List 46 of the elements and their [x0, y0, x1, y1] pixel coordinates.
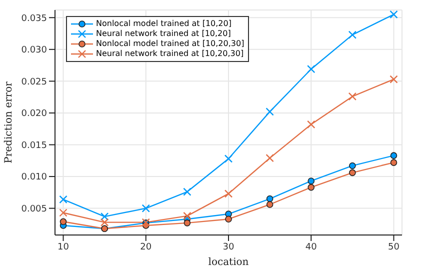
- y-tick-label: 0.015: [21, 140, 47, 151]
- point: [308, 178, 315, 184]
- legend-label: Nonlocal model trained at [10,20]: [96, 19, 232, 29]
- point: [349, 162, 356, 170]
- point: [266, 154, 274, 162]
- x-axis-title: location: [208, 257, 250, 268]
- point: [307, 120, 316, 129]
- point: [184, 220, 191, 226]
- point: [183, 188, 192, 196]
- point: [142, 204, 150, 212]
- point: [59, 208, 68, 217]
- point: [266, 108, 274, 116]
- y-tick-label: 0.030: [21, 46, 48, 56]
- x-tick-label: 40: [305, 242, 318, 252]
- x-tick-label: 10: [58, 242, 70, 252]
- x-tick-label: 30: [222, 242, 234, 252]
- point: [349, 169, 356, 176]
- y-tick-label: 0.025: [21, 77, 47, 88]
- point: [348, 30, 357, 39]
- legend-label: Neural network trained at [10,20]: [96, 29, 231, 39]
- point: [348, 92, 357, 101]
- point: [308, 184, 315, 191]
- y-axis-title: Prediction error: [4, 81, 15, 164]
- point: [390, 75, 398, 84]
- legend-label: Neural network trained at [10,20,30]: [96, 49, 244, 59]
- y-tick-label: 0.020: [21, 109, 48, 120]
- x-tick-label: 50: [388, 242, 400, 252]
- point: [307, 65, 316, 74]
- y-tick-label: 0.005: [21, 204, 47, 214]
- point: [266, 195, 274, 202]
- point: [225, 216, 232, 223]
- x-tick-label: 20: [140, 242, 152, 252]
- point: [100, 212, 109, 221]
- point: [224, 190, 233, 198]
- point: [390, 159, 398, 166]
- point: [390, 10, 398, 19]
- y-tick-label: 0.035: [21, 14, 47, 24]
- point: [183, 212, 192, 220]
- point: [60, 218, 67, 226]
- point: [224, 154, 233, 163]
- point: [100, 218, 109, 226]
- y-tick-label: 0.010: [21, 172, 48, 183]
- legend-label: Nonlocal model trained at [10,20,30]: [96, 39, 244, 49]
- point: [390, 152, 398, 159]
- point: [266, 201, 274, 208]
- point: [59, 195, 68, 204]
